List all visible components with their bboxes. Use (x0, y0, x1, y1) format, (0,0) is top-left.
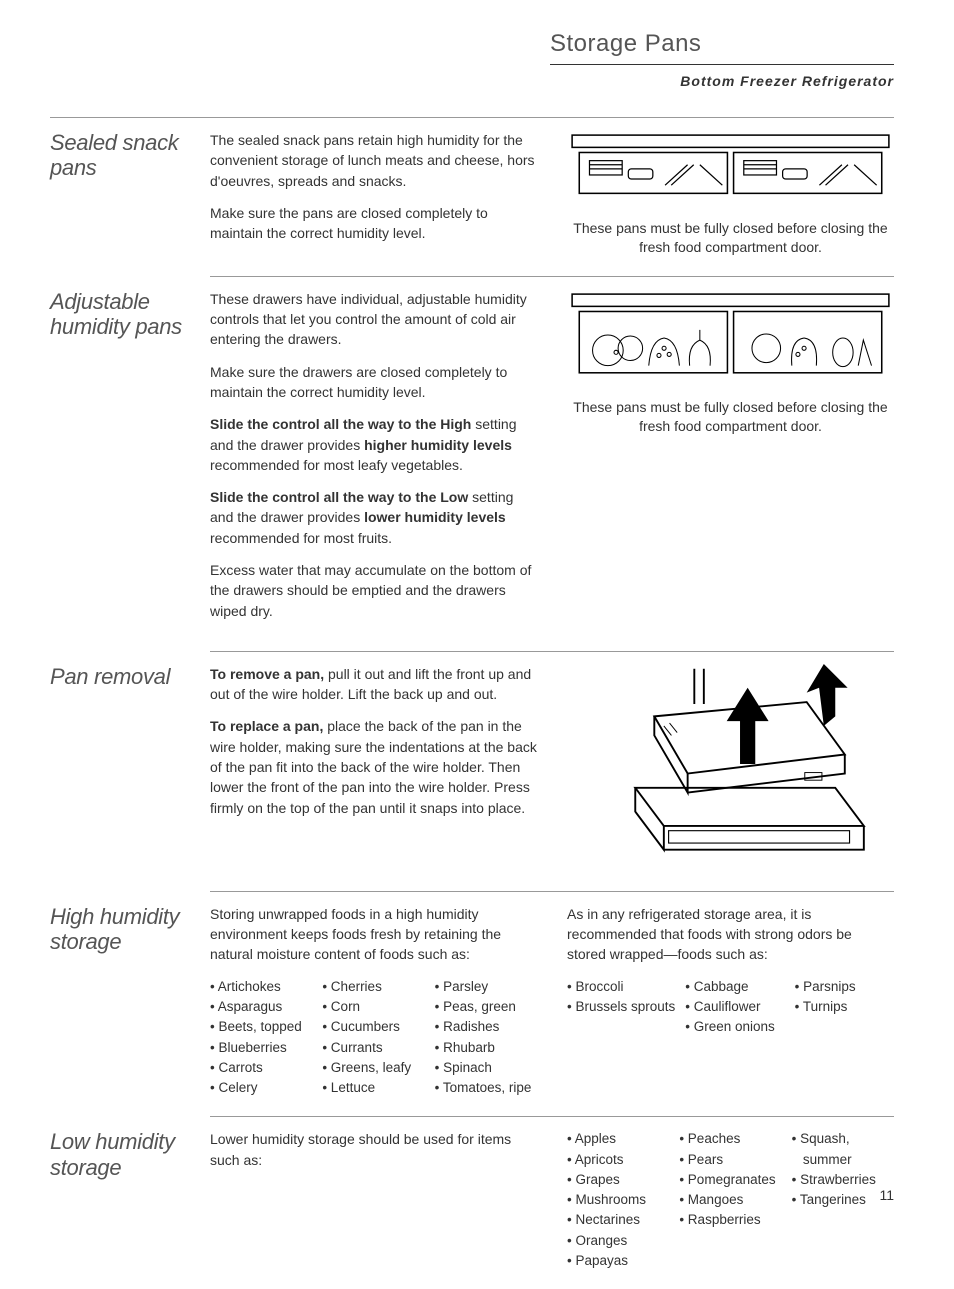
food-item: summer (792, 1150, 894, 1170)
caption: These pans must be fully closed before c… (567, 398, 894, 437)
food-item: • Artichokes (210, 977, 312, 997)
para: Storing unwrapped foods in a high humidi… (210, 904, 537, 965)
food-item: • Cabbage (685, 977, 784, 997)
food-item: • Green onions (685, 1017, 784, 1037)
para: Slide the control all the way to the Low… (210, 487, 537, 548)
para: As in any refrigerated storage area, it … (567, 904, 894, 965)
food-item: • Nectarines (567, 1210, 669, 1230)
page-number: 11 (879, 1187, 894, 1203)
section-adjustable: Adjustable humidity pans These drawers h… (50, 277, 894, 651)
para: Excess water that may accumulate on the … (210, 560, 537, 621)
page-subtitle: Bottom Freezer Refrigerator (550, 73, 894, 89)
section-sealed: Sealed snack pans The sealed snack pans … (50, 117, 894, 276)
para: These drawers have individual, adjustabl… (210, 289, 537, 350)
food-item: • Lettuce (322, 1078, 424, 1098)
heading-low: Low humidity storage (50, 1129, 210, 1271)
food-list-low: • Apples• Apricots• Grapes• Mushrooms• N… (567, 1129, 894, 1271)
food-item: • Currants (322, 1038, 424, 1058)
section-low: Low humidity storage Lower humidity stor… (50, 1117, 894, 1289)
section-removal: Pan removal To remove a pan, pull it out… (50, 652, 894, 891)
food-item: • Squash, (792, 1129, 894, 1149)
humidity-pans-figure (567, 289, 894, 381)
heading-removal: Pan removal (50, 664, 210, 873)
food-item: • Rhubarb (435, 1038, 537, 1058)
food-item: • Pears (679, 1150, 781, 1170)
para: To replace a pan, place the back of the … (210, 716, 537, 817)
food-item: • Mangoes (679, 1190, 781, 1210)
food-list-high-2: • Broccoli• Brussels sprouts • Cabbage• … (567, 977, 894, 1038)
food-item: • Papayas (567, 1251, 669, 1271)
para: The sealed snack pans retain high humidi… (210, 130, 537, 191)
food-item: • Oranges (567, 1231, 669, 1251)
food-item: • Tomatoes, ripe (435, 1078, 537, 1098)
caption: These pans must be fully closed before c… (567, 219, 894, 258)
snack-pans-figure (567, 130, 894, 202)
pan-removal-figure (567, 664, 894, 864)
food-list-high-1: • Artichokes• Asparagus• Beets, topped• … (210, 977, 537, 1099)
heading-adjustable: Adjustable humidity pans (50, 289, 210, 633)
food-item: • Mushrooms (567, 1190, 669, 1210)
food-item: • Parsnips (795, 977, 894, 997)
food-item: • Spinach (435, 1058, 537, 1078)
food-item: • Asparagus (210, 997, 312, 1017)
para: Lower humidity storage should be used fo… (210, 1129, 537, 1170)
heading-high: High humidity storage (50, 904, 210, 1098)
food-item: • Celery (210, 1078, 312, 1098)
food-item: • Peas, green (435, 997, 537, 1017)
food-item: • Pomegranates (679, 1170, 781, 1190)
para: Make sure the drawers are closed complet… (210, 362, 537, 403)
food-item: • Apples (567, 1129, 669, 1149)
para: Slide the control all the way to the Hig… (210, 414, 537, 475)
food-item: • Cauliflower (685, 997, 784, 1017)
food-item: • Blueberries (210, 1038, 312, 1058)
food-item: • Peaches (679, 1129, 781, 1149)
page-title: Storage Pans (550, 30, 894, 65)
food-item: • Grapes (567, 1170, 669, 1190)
food-item: • Cucumbers (322, 1017, 424, 1037)
para: To remove a pan, pull it out and lift th… (210, 664, 537, 705)
para: Make sure the pans are closed completely… (210, 203, 537, 244)
food-item: • Broccoli (567, 977, 675, 997)
food-item: • Raspberries (679, 1210, 781, 1230)
food-item: • Radishes (435, 1017, 537, 1037)
food-item: • Cherries (322, 977, 424, 997)
food-item: • Apricots (567, 1150, 669, 1170)
food-item: • Parsley (435, 977, 537, 997)
food-item: • Brussels sprouts (567, 997, 675, 1017)
section-high: High humidity storage Storing unwrapped … (50, 892, 894, 1116)
heading-sealed: Sealed snack pans (50, 130, 210, 258)
food-item: • Turnips (795, 997, 894, 1017)
food-item: • Greens, leafy (322, 1058, 424, 1078)
food-item: • Beets, topped (210, 1017, 312, 1037)
food-item: • Corn (322, 997, 424, 1017)
food-item: • Carrots (210, 1058, 312, 1078)
page-header: Storage Pans Bottom Freezer Refrigerator (550, 30, 894, 89)
